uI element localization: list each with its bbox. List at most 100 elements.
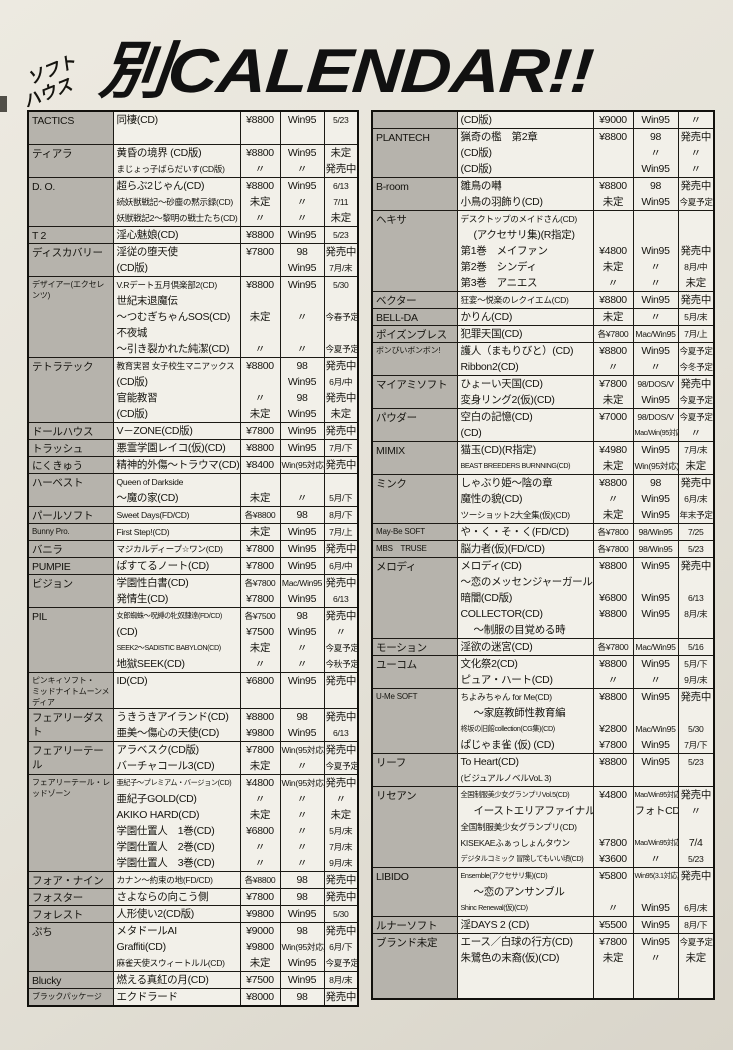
title-line: 学園仕置人 1巻(CD) bbox=[116, 825, 215, 837]
date-cell: 発売中 bbox=[323, 540, 359, 558]
price-cell: ¥8800 bbox=[592, 291, 634, 309]
maker-group-row: ハーベスト Queen of Darkside ～魔の家(CD) 未定 〃 5月/下 bbox=[27, 473, 359, 507]
price-line: ¥8800 bbox=[246, 442, 274, 454]
platform-line: Mac/Win95 bbox=[635, 329, 676, 339]
title-cell: 文化祭2(CD) ピュア・ハート(CD) bbox=[456, 655, 594, 689]
price-line bbox=[594, 574, 632, 590]
price-line: 〃 bbox=[254, 841, 266, 853]
date-line: 発売中 bbox=[325, 425, 357, 437]
date-cell: 発売中 bbox=[323, 888, 359, 906]
title-line: エクドラード bbox=[116, 991, 179, 1003]
maker-group-row: バニラ マジカルディープ☆ワン(CD) ¥7800 Win95 発売中 bbox=[27, 540, 359, 558]
date-cell: 発売中 5/30 7月/下 bbox=[677, 688, 715, 754]
maker-group-row: BELL-DA かりん(CD) 未定 〃 5月/末 bbox=[371, 308, 715, 326]
title-line: 猟奇の檻 第2章 bbox=[460, 131, 538, 143]
price-line bbox=[594, 770, 632, 786]
maker-cell: Blucky bbox=[27, 971, 114, 989]
date-line: 6/13 bbox=[332, 728, 349, 738]
price-line bbox=[594, 161, 632, 177]
title-line: ひょーい天国(CD) bbox=[460, 378, 543, 390]
date-line: 5/23 bbox=[332, 230, 349, 240]
price-cell: ¥8800 ¥2800 ¥7800 bbox=[592, 688, 634, 754]
maker-group-row: PIL 女郎蜘蛛～呪縛の牝奴隷達(FD/CD) (CD) SEEK2～SADISTIC… bbox=[27, 607, 359, 673]
platform-cell: Mac/Win95 Win95 bbox=[279, 574, 325, 608]
platform-cell: 98 Win95 98 Win95 bbox=[279, 357, 325, 423]
maker-cell: デザイアー(エクセレンツ) bbox=[27, 276, 114, 358]
platform-cell: Mac/Win95対応 フォトCD Mac/Win95対応〃 bbox=[632, 786, 679, 868]
price-line bbox=[241, 260, 279, 276]
platform-line: 98/Win95 bbox=[638, 527, 673, 537]
platform-line: 〃 bbox=[650, 361, 661, 373]
date-line: 発売中 bbox=[680, 180, 712, 192]
title-line: 世紀末退魔伝 bbox=[116, 295, 179, 307]
price-line: ¥7800 bbox=[599, 936, 627, 948]
platform-cell: Win(95対応) 〃〃〃〃〃 bbox=[279, 774, 325, 872]
maker-cell: リセアン bbox=[371, 786, 458, 868]
date-line: 未定 bbox=[685, 460, 707, 472]
date-line: 発売中 bbox=[680, 691, 712, 703]
title-line: ～つむぎちゃんSOS(CD) bbox=[116, 311, 231, 323]
title-cell: 精神的外傷～トラウマ(CD) bbox=[112, 456, 241, 474]
platform-line: Win95 bbox=[641, 345, 670, 357]
price-cell: ¥7800 未定 bbox=[592, 375, 634, 409]
title-line: 不夜城 bbox=[116, 327, 148, 339]
date-line: 8月/下 bbox=[329, 510, 353, 520]
price-cell: ¥8800 未定〃 bbox=[239, 177, 281, 227]
title-cell: First Step!(CD) bbox=[112, 523, 241, 541]
platform-cell: 〃 bbox=[279, 473, 325, 507]
date-line bbox=[679, 227, 713, 243]
price-line bbox=[594, 819, 632, 835]
title-line: 全国制服美少女グランプリVol.5(CD) bbox=[460, 790, 570, 799]
platform-line: 〃 bbox=[296, 311, 308, 323]
date-line bbox=[679, 574, 713, 590]
platform-line: Win95 bbox=[287, 526, 317, 538]
maker-cell: PIL bbox=[27, 607, 114, 673]
title-line: COLLECTOR(CD) bbox=[460, 608, 544, 620]
price-line: 未定 bbox=[249, 526, 271, 538]
platform-line: Mac/Win95 bbox=[281, 578, 323, 588]
platform-line: 〃 bbox=[296, 760, 308, 772]
price-cell: ¥7500 bbox=[239, 971, 281, 989]
date-line: 5/23 bbox=[687, 854, 704, 864]
maker-group-row: TACTICS 同棲(CD) ¥8800 Win95 5/23 bbox=[27, 110, 359, 145]
price-line: ¥7800 bbox=[599, 378, 627, 390]
price-line: ¥7800 bbox=[246, 744, 274, 756]
platform-cell: Win95 bbox=[632, 916, 679, 934]
date-line: 〃 bbox=[690, 163, 701, 175]
date-line: 6月/下 bbox=[329, 942, 353, 952]
maker-group-row: LIBIDO Ensemble(アクセサリ集)(CD) ～恋のアンサンブル Shinc… bbox=[371, 867, 715, 917]
platform-line: Win95 bbox=[641, 739, 670, 751]
price-line: ¥7800 bbox=[599, 739, 627, 751]
maker-cell: U-Me SOFT bbox=[371, 688, 458, 754]
title-line: 猫玉(CD)(R指定) bbox=[460, 444, 537, 456]
title-cell: 脳力者(仮)(FD/CD) bbox=[456, 540, 594, 558]
price-cell: 各¥7800 bbox=[592, 638, 634, 656]
date-line: 発売中 bbox=[680, 294, 712, 306]
title-line: 第3巻 アニエス bbox=[460, 277, 538, 289]
platform-line: Win95 bbox=[287, 908, 317, 920]
title-cell: 犯罪天国(CD) bbox=[456, 325, 594, 343]
title-cell: 猫玉(CD)(R指定) BEAST BREEDERS BURNNING(CD) bbox=[456, 441, 594, 475]
date-line: 未定 bbox=[330, 212, 352, 224]
date-line: 7月/下 bbox=[329, 443, 353, 453]
title-line: ぱすてるノート(CD) bbox=[116, 560, 210, 572]
price-cell: ¥8800 〃未定 bbox=[592, 474, 634, 524]
title-line bbox=[458, 982, 592, 998]
platform-line bbox=[634, 622, 677, 638]
title-line: 淫DAYS 2 (CD) bbox=[460, 919, 530, 931]
date-line: 今秋予定 bbox=[325, 659, 358, 669]
date-line: 5/23 bbox=[332, 115, 349, 125]
title-line: (CD版) bbox=[460, 147, 492, 159]
title-cell: V－ZONE(CD版) bbox=[112, 422, 241, 440]
maker-cell: MBS TRUSE bbox=[371, 540, 458, 558]
maker-cell: マイアミソフト bbox=[371, 375, 458, 409]
price-cell: 各¥7800 bbox=[592, 523, 634, 541]
date-cell: 今夏予定〃 bbox=[677, 408, 715, 442]
date-cell: 7月/上 bbox=[323, 523, 359, 541]
price-line: ¥7800 bbox=[246, 593, 274, 605]
title-cell: 同棲(CD) bbox=[112, 110, 241, 145]
price-cell: 各¥7800 ¥7800 bbox=[239, 574, 281, 608]
platform-line: Win95 bbox=[641, 592, 670, 604]
platform-line: 〃 bbox=[296, 642, 308, 654]
platform-line: 98 bbox=[296, 991, 308, 1003]
